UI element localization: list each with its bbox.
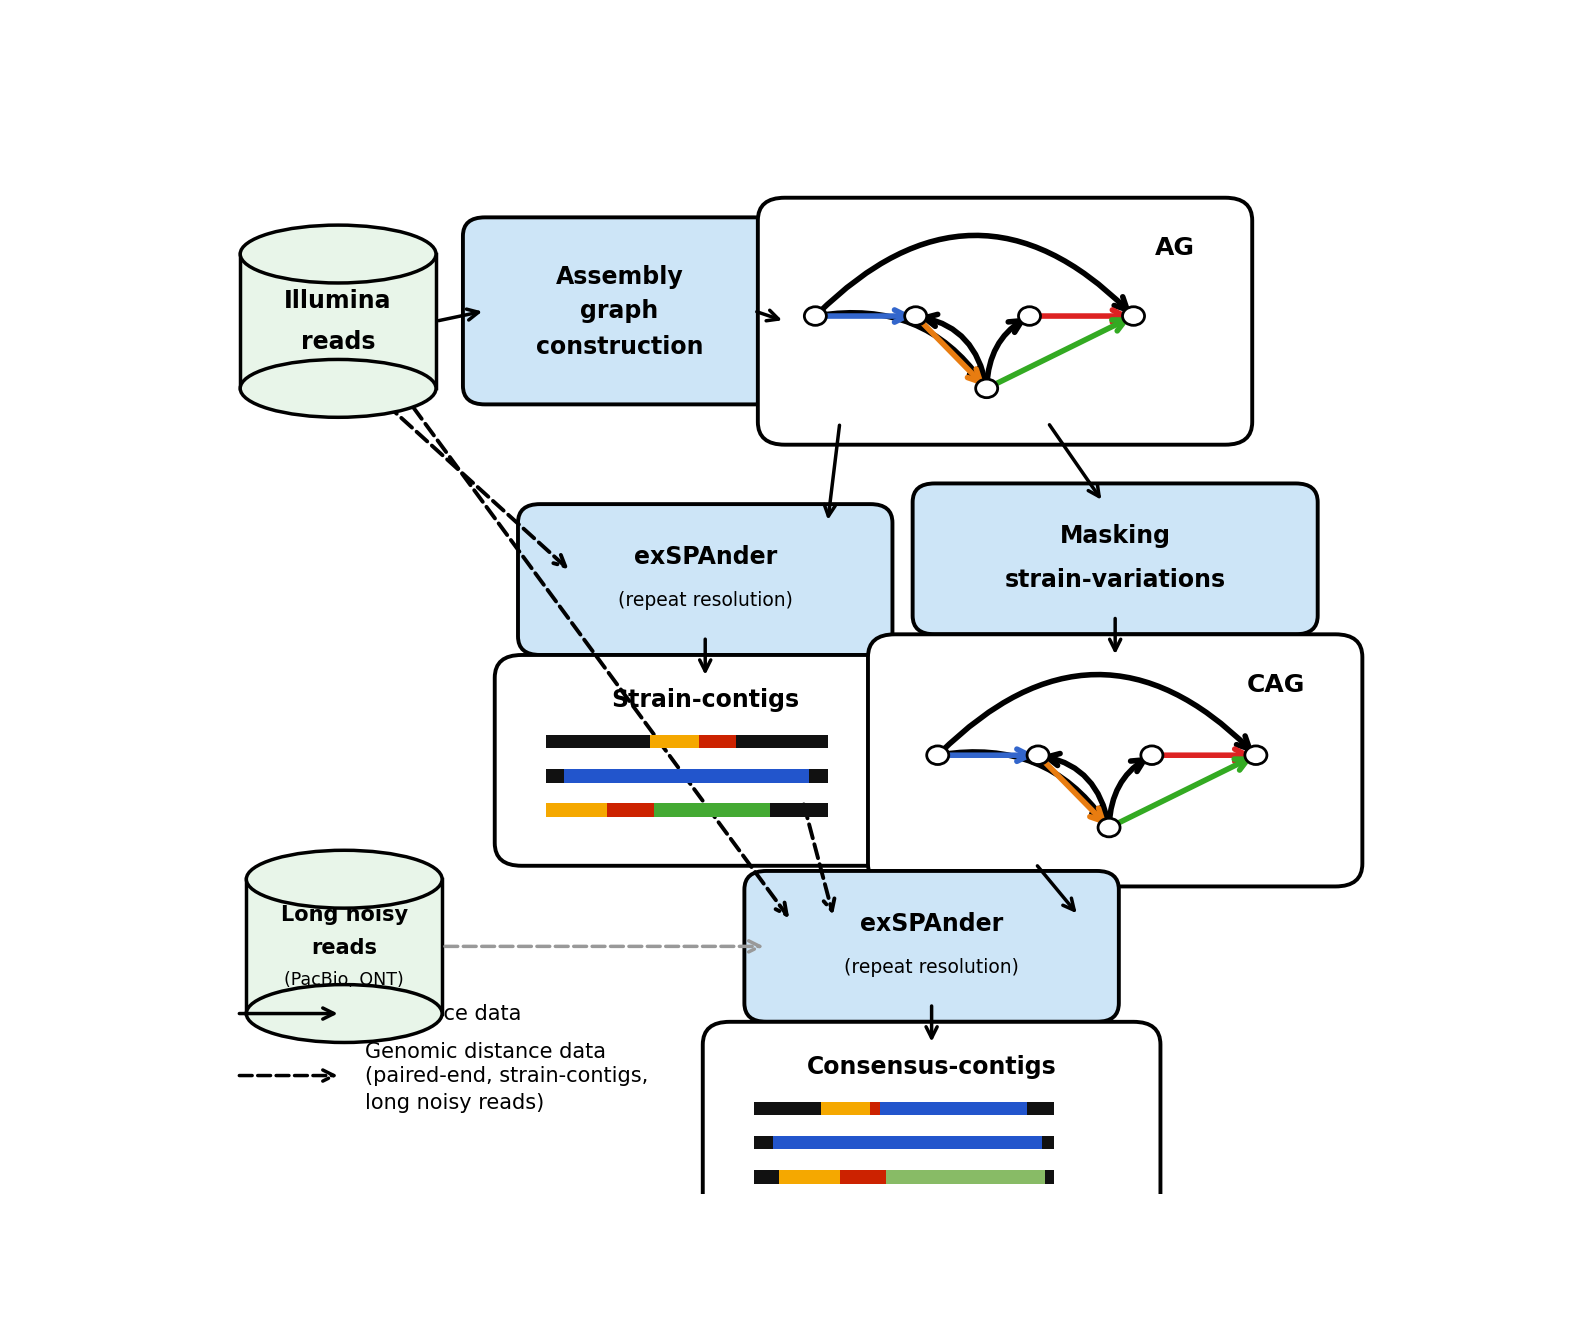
Text: (repeat resolution): (repeat resolution): [617, 590, 793, 609]
Circle shape: [804, 307, 826, 325]
Circle shape: [1018, 307, 1041, 325]
Text: graph: graph: [581, 299, 658, 323]
Bar: [240, 254, 436, 388]
Bar: [546, 769, 565, 782]
Bar: [771, 804, 827, 817]
FancyBboxPatch shape: [463, 217, 777, 404]
Bar: [870, 1102, 880, 1115]
Ellipse shape: [240, 225, 436, 283]
Text: (repeat resolution): (repeat resolution): [845, 958, 1018, 977]
Circle shape: [927, 746, 949, 765]
Text: Strain-contigs: Strain-contigs: [611, 688, 799, 713]
Circle shape: [1244, 746, 1266, 765]
Bar: [1042, 1135, 1053, 1150]
FancyBboxPatch shape: [913, 483, 1318, 635]
Circle shape: [1142, 746, 1162, 765]
Bar: [736, 735, 827, 749]
Text: strain-variations: strain-variations: [1004, 568, 1225, 592]
Text: Illumina: Illumina: [284, 289, 392, 313]
Bar: [810, 769, 827, 782]
Bar: [699, 735, 736, 749]
Text: Masking: Masking: [1060, 525, 1170, 548]
Bar: [755, 1170, 778, 1184]
Circle shape: [1123, 307, 1145, 325]
Bar: [772, 1135, 1042, 1150]
Circle shape: [976, 378, 998, 397]
Bar: [565, 769, 810, 782]
FancyBboxPatch shape: [518, 505, 892, 655]
Ellipse shape: [246, 851, 442, 909]
Bar: [246, 879, 442, 1013]
Bar: [755, 1135, 772, 1150]
Bar: [546, 735, 651, 749]
Ellipse shape: [246, 851, 442, 909]
Text: long noisy reads): long noisy reads): [365, 1094, 545, 1114]
FancyBboxPatch shape: [703, 1021, 1161, 1232]
Text: Long noisy: Long noisy: [281, 906, 407, 926]
FancyBboxPatch shape: [758, 197, 1252, 444]
Bar: [821, 1102, 870, 1115]
FancyBboxPatch shape: [494, 655, 916, 866]
Bar: [840, 1170, 886, 1184]
Bar: [654, 804, 771, 817]
Text: construction: construction: [535, 336, 703, 360]
Bar: [755, 1102, 821, 1115]
FancyBboxPatch shape: [868, 635, 1363, 887]
Ellipse shape: [240, 360, 436, 417]
Text: exSPAnder: exSPAnder: [861, 911, 1003, 935]
Text: Consensus-contigs: Consensus-contigs: [807, 1055, 1056, 1079]
Bar: [546, 804, 608, 817]
Text: reads: reads: [311, 938, 377, 958]
Text: (PacBio, ONT): (PacBio, ONT): [284, 972, 404, 989]
FancyBboxPatch shape: [744, 871, 1120, 1021]
Bar: [778, 1170, 840, 1184]
Bar: [651, 735, 699, 749]
Circle shape: [1097, 819, 1120, 837]
Bar: [608, 804, 654, 817]
Text: reads: reads: [302, 330, 376, 354]
Circle shape: [905, 307, 927, 325]
Text: exSPAnder: exSPAnder: [633, 545, 777, 569]
Bar: [886, 1170, 1045, 1184]
Bar: [1045, 1170, 1055, 1184]
Text: AG: AG: [1154, 236, 1195, 260]
Text: Genomic distance data: Genomic distance data: [365, 1041, 606, 1062]
Bar: [880, 1102, 1026, 1115]
Bar: [1026, 1102, 1055, 1115]
Ellipse shape: [240, 225, 436, 283]
Text: CAG: CAG: [1246, 672, 1304, 696]
Text: Assembly: Assembly: [556, 264, 684, 289]
Circle shape: [1026, 746, 1048, 765]
Text: (paired-end, strain-contigs,: (paired-end, strain-contigs,: [365, 1066, 649, 1086]
Ellipse shape: [246, 985, 442, 1043]
Text: Sequence data: Sequence data: [365, 1004, 521, 1024]
